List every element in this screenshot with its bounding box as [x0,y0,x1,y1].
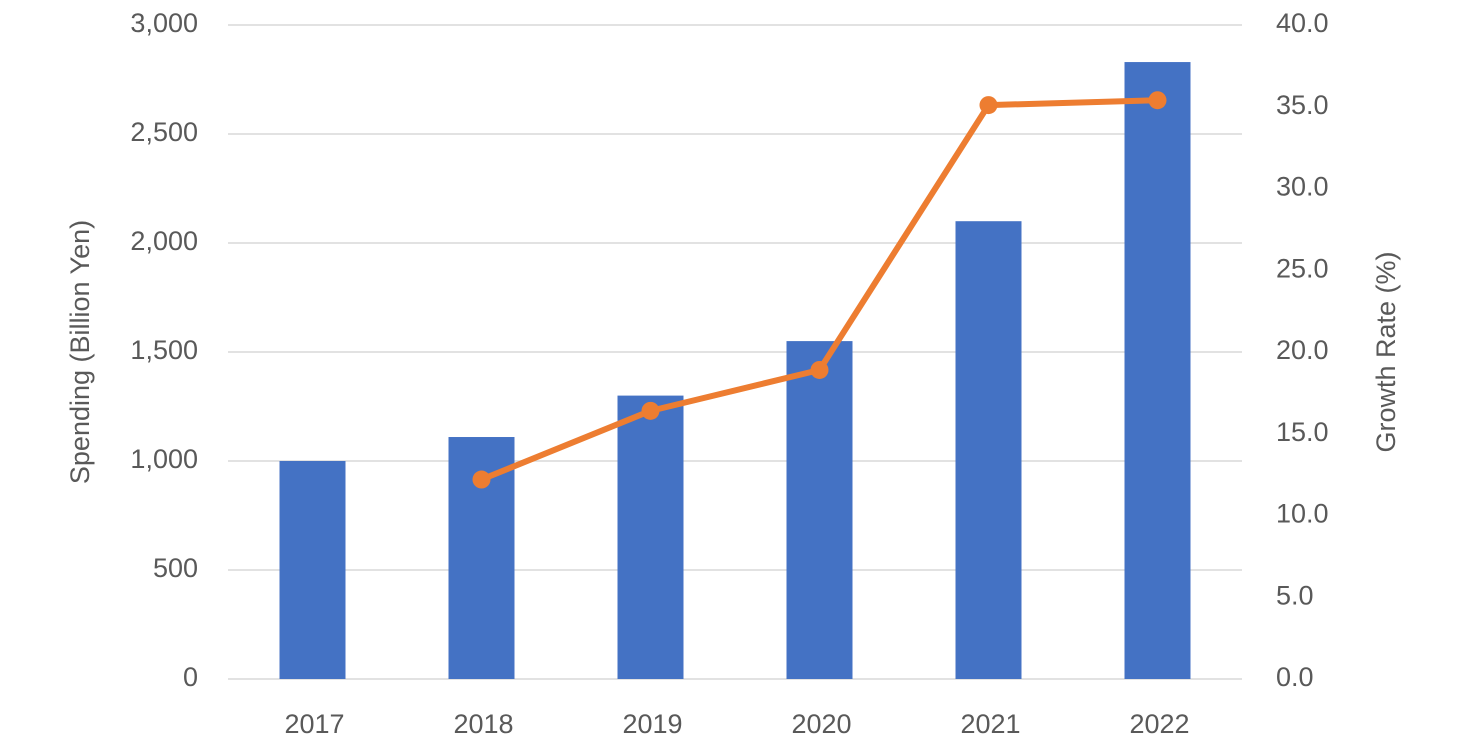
y2-tick-label: 5.0 [1276,580,1314,610]
y-tick-label: 500 [153,553,198,583]
bar [617,395,684,679]
y-axis-label: Spending (Billion Yen) [65,220,95,484]
x-tick-label: 2022 [1129,709,1189,739]
x-tick-label: 2019 [622,709,682,739]
line-marker [1148,91,1167,110]
y2-tick-label: 20.0 [1276,335,1329,365]
x-tick-label: 2018 [453,709,513,739]
bar [279,461,346,679]
y-tick-label: 0 [183,662,198,692]
y-tick-label: 1,000 [130,444,198,474]
y2-tick-label: 30.0 [1276,172,1329,202]
line-marker [472,470,491,489]
line-marker [641,401,660,420]
y-tick-label: 2,500 [130,117,198,147]
x-tick-label: 2017 [284,709,344,739]
y-tick-label: 3,000 [130,8,198,38]
line-marker [979,96,998,115]
y2-tick-label: 35.0 [1276,90,1329,120]
y2-tick-label: 10.0 [1276,499,1329,529]
y2-axis-label: Growth Rate (%) [1371,251,1401,452]
bar [1124,62,1191,680]
y2-tick-label: 15.0 [1276,417,1329,447]
x-tick-label: 2020 [791,709,851,739]
y2-tick-label: 40.0 [1276,8,1329,38]
bar [955,221,1022,679]
y2-tick-label: 25.0 [1276,253,1329,283]
y2-tick-label: 0.0 [1276,662,1314,692]
x-tick-label: 2021 [960,709,1020,739]
bar [786,341,853,679]
line-marker [810,360,829,379]
y-tick-label: 1,500 [130,335,198,365]
y-tick-label: 2,000 [130,226,198,256]
